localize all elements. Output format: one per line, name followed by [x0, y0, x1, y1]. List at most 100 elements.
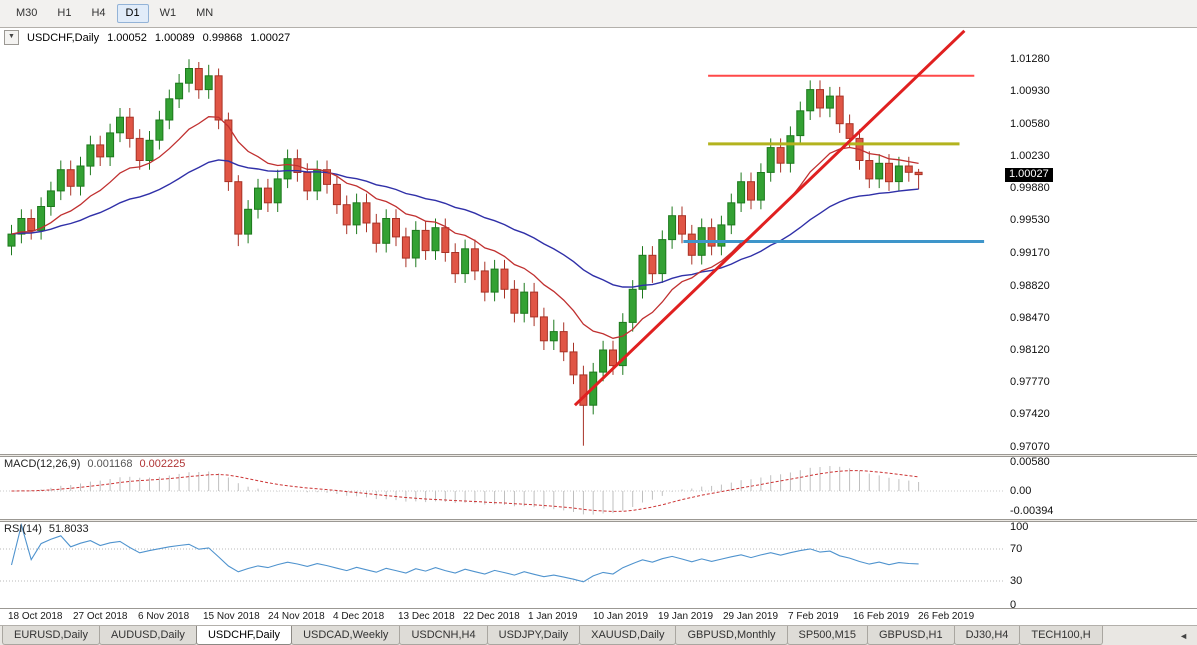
candle[interactable]: [214, 68, 223, 130]
candle[interactable]: [401, 227, 410, 268]
candle[interactable]: [135, 129, 144, 170]
candle[interactable]: [313, 160, 322, 201]
candle[interactable]: [510, 280, 519, 323]
candle[interactable]: [579, 365, 588, 446]
candle[interactable]: [520, 282, 529, 323]
candle[interactable]: [37, 197, 46, 240]
candle[interactable]: [490, 259, 499, 302]
candle[interactable]: [323, 160, 331, 194]
main-chart-pane[interactable]: ▼ USDCHF,Daily 1.00052 1.00089 0.99868 1…: [0, 28, 1197, 454]
chart-tab-xauusd-daily[interactable]: XAUUSD,Daily: [579, 626, 677, 645]
candle[interactable]: [599, 340, 608, 382]
candle[interactable]: [707, 218, 716, 256]
candles-layer[interactable]: [7, 59, 923, 446]
candle[interactable]: [687, 224, 696, 265]
chart-tab-eurusd-daily[interactable]: EURUSD,Daily: [2, 626, 100, 645]
date-axis[interactable]: 18 Oct 2018 27 Oct 2018 6 Nov 2018 15 Nov 2…: [0, 608, 1197, 625]
candle[interactable]: [244, 200, 253, 244]
collapse-chart-button[interactable]: ▼: [4, 30, 19, 45]
pane-separator[interactable]: [0, 519, 1197, 522]
candle[interactable]: [273, 169, 282, 212]
candle[interactable]: [46, 181, 55, 216]
candle[interactable]: [431, 218, 440, 260]
candle[interactable]: [155, 110, 164, 150]
candle[interactable]: [66, 160, 75, 196]
candle[interactable]: [263, 178, 272, 212]
candle[interactable]: [411, 221, 420, 268]
candle[interactable]: [569, 342, 578, 385]
candle[interactable]: [254, 178, 262, 219]
candle[interactable]: [717, 215, 726, 256]
chart-tab-gbpusd-monthly[interactable]: GBPUSD,Monthly: [675, 626, 788, 645]
candle[interactable]: [539, 307, 548, 350]
macd-chart[interactable]: [0, 457, 1003, 519]
chart-tab-tech100-h[interactable]: TECH100,H: [1019, 626, 1103, 645]
candle[interactable]: [86, 135, 95, 176]
candle[interactable]: [461, 239, 470, 283]
candle[interactable]: [875, 154, 884, 189]
candle[interactable]: [470, 239, 479, 281]
chart-tab-usdjpy-daily[interactable]: USDJPY,Daily: [486, 626, 581, 645]
candle[interactable]: [165, 89, 174, 130]
candle[interactable]: [737, 172, 746, 213]
rsi-chart[interactable]: [0, 522, 1003, 608]
candle[interactable]: [185, 59, 193, 93]
candle[interactable]: [865, 151, 874, 189]
candle[interactable]: [786, 126, 795, 173]
candle[interactable]: [372, 213, 381, 253]
candle[interactable]: [648, 246, 657, 283]
candle[interactable]: [56, 160, 65, 201]
candle[interactable]: [106, 123, 115, 166]
pane-separator[interactable]: [0, 454, 1197, 457]
candle[interactable]: [96, 135, 105, 166]
timeframe-button-h1[interactable]: H1: [57, 7, 72, 19]
candle[interactable]: [342, 195, 351, 235]
candle[interactable]: [766, 138, 775, 182]
tab-scroll-left-button[interactable]: ◄: [1179, 630, 1188, 641]
candle[interactable]: [500, 259, 509, 299]
candle[interactable]: [175, 74, 184, 108]
candle[interactable]: [480, 261, 489, 302]
rsi-pane[interactable]: RSI(14) 51.8033 100 70 30 0: [0, 521, 1197, 611]
candle[interactable]: [125, 108, 134, 148]
candle[interactable]: [825, 86, 834, 118]
candle[interactable]: [756, 163, 765, 210]
candle[interactable]: [628, 280, 637, 332]
candle[interactable]: [638, 246, 647, 299]
chart-tab-audusd-daily[interactable]: AUDUSD,Daily: [98, 626, 197, 645]
macd-pane[interactable]: MACD(12,26,9) 0.001168 0.002225 0.00580 0…: [0, 456, 1197, 519]
candle[interactable]: [194, 62, 203, 99]
candle[interactable]: [727, 193, 736, 235]
candle[interactable]: [382, 209, 391, 253]
candle[interactable]: [332, 175, 341, 214]
candle[interactable]: [116, 108, 124, 143]
candle[interactable]: [17, 209, 26, 244]
candle[interactable]: [559, 322, 568, 362]
chart-tab-usdcnh-h4[interactable]: USDCNH,H4: [399, 626, 488, 645]
chart-tab-usdcad-weekly[interactable]: USDCAD,Weekly: [291, 626, 401, 645]
candle[interactable]: [816, 80, 824, 118]
candle[interactable]: [668, 206, 677, 249]
candle[interactable]: [392, 209, 400, 247]
candle[interactable]: [678, 206, 686, 244]
candle[interactable]: [530, 282, 539, 327]
timeframe-button-h4[interactable]: H4: [91, 7, 106, 19]
candle[interactable]: [441, 218, 450, 262]
candle[interactable]: [658, 230, 667, 283]
candle[interactable]: [421, 221, 430, 260]
timeframe-button-d1[interactable]: D1: [116, 4, 149, 23]
candle[interactable]: [204, 64, 213, 99]
price-axis[interactable]: 1.00027 1.01280 1.00930 1.00580 1.00230 0.99…: [1003, 28, 1197, 454]
candle[interactable]: [835, 86, 844, 133]
candle[interactable]: [234, 175, 243, 247]
chart-tab-gbpusd-h1[interactable]: GBPUSD,H1: [867, 626, 955, 645]
candle[interactable]: [796, 101, 805, 145]
candlestick-chart[interactable]: [0, 28, 1003, 454]
candle[interactable]: [885, 154, 893, 191]
candle[interactable]: [618, 313, 627, 375]
candle[interactable]: [451, 243, 460, 283]
candle[interactable]: [894, 156, 903, 191]
candle[interactable]: [747, 172, 755, 210]
ma-slow-line[interactable]: [11, 159, 919, 288]
candle[interactable]: [76, 156, 85, 196]
